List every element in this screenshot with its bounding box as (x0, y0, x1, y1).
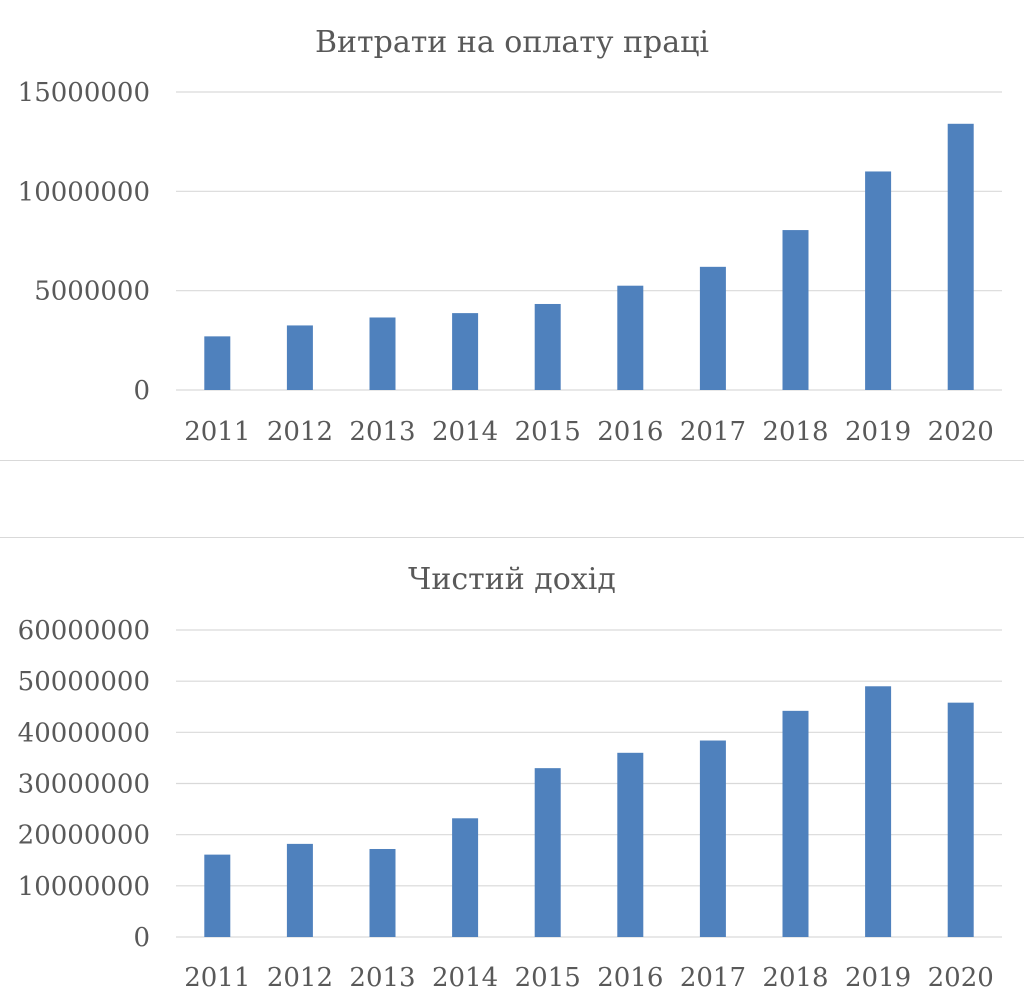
bar-2015 (534, 768, 561, 937)
bar-2020 (947, 123, 974, 390)
x-tick-label: 2012 (267, 417, 333, 447)
x-tick-label: 2017 (680, 417, 746, 447)
bar-2020 (947, 702, 974, 937)
bar-2011 (204, 854, 231, 937)
bar-2013 (369, 317, 396, 390)
y-tick-label: 0 (133, 376, 150, 406)
x-tick-label: 2016 (597, 417, 663, 447)
y-tick-label: 60000000 (18, 616, 150, 646)
x-tick-label: 2015 (515, 417, 581, 447)
y-tick-label: 40000000 (18, 718, 150, 748)
bar-2017 (699, 740, 726, 937)
bar-2013 (369, 848, 396, 937)
bar-2011 (204, 336, 231, 390)
x-tick-label: 2013 (349, 963, 415, 993)
y-tick-label: 10000000 (18, 872, 150, 902)
y-tick-label: 10000000 (18, 177, 150, 207)
y-tick-label: 15000000 (18, 78, 150, 108)
bar-2016 (617, 285, 644, 390)
bar-2019 (865, 686, 892, 937)
bar-2014 (452, 818, 479, 937)
bar-2016 (617, 752, 644, 937)
chart-title: Чистий дохід (408, 562, 616, 597)
x-tick-label: 2018 (762, 417, 828, 447)
y-tick-label: 5000000 (34, 277, 150, 307)
x-tick-label: 2017 (680, 963, 746, 993)
x-tick-label: 2011 (184, 963, 250, 993)
x-tick-label: 2011 (184, 417, 250, 447)
x-tick-label: 2020 (928, 963, 994, 993)
x-tick-label: 2013 (349, 417, 415, 447)
y-tick-label: 50000000 (18, 667, 150, 697)
bar-chart-net-income: Чистий дохід 0 10000000 20000000 30000000 40… (18, 562, 1002, 993)
bar-2018 (782, 710, 809, 937)
y-tick-label: 0 (133, 923, 150, 953)
x-tick-label: 2018 (762, 963, 828, 993)
chart-title: Витрати на оплату праці (315, 25, 709, 60)
bar-2012 (286, 843, 313, 937)
bar-chart-labor-costs: Витрати на оплату праці 0 5000000 10000000… (18, 25, 1002, 447)
x-tick-label: 2019 (845, 963, 911, 993)
x-tick-label: 2014 (432, 963, 498, 993)
x-tick-label: 2019 (845, 417, 911, 447)
x-tick-label: 2015 (515, 963, 581, 993)
y-tick-label: 20000000 (18, 821, 150, 851)
bar-2014 (452, 313, 479, 390)
x-tick-label: 2012 (267, 963, 333, 993)
bar-2019 (865, 171, 892, 390)
bar-2017 (699, 266, 726, 390)
x-tick-label: 2020 (928, 417, 994, 447)
bar-2015 (534, 303, 561, 390)
chart-panel-net-income: Чистий дохід 0 10000000 20000000 30000000 40… (0, 537, 1024, 1007)
bar-2018 (782, 230, 809, 390)
x-tick-label: 2014 (432, 417, 498, 447)
chart-panel-labor-costs: Витрати на оплату праці 0 5000000 10000000… (0, 0, 1024, 461)
bar-2012 (286, 325, 313, 390)
x-tick-label: 2016 (597, 963, 663, 993)
y-tick-label: 30000000 (18, 770, 150, 800)
